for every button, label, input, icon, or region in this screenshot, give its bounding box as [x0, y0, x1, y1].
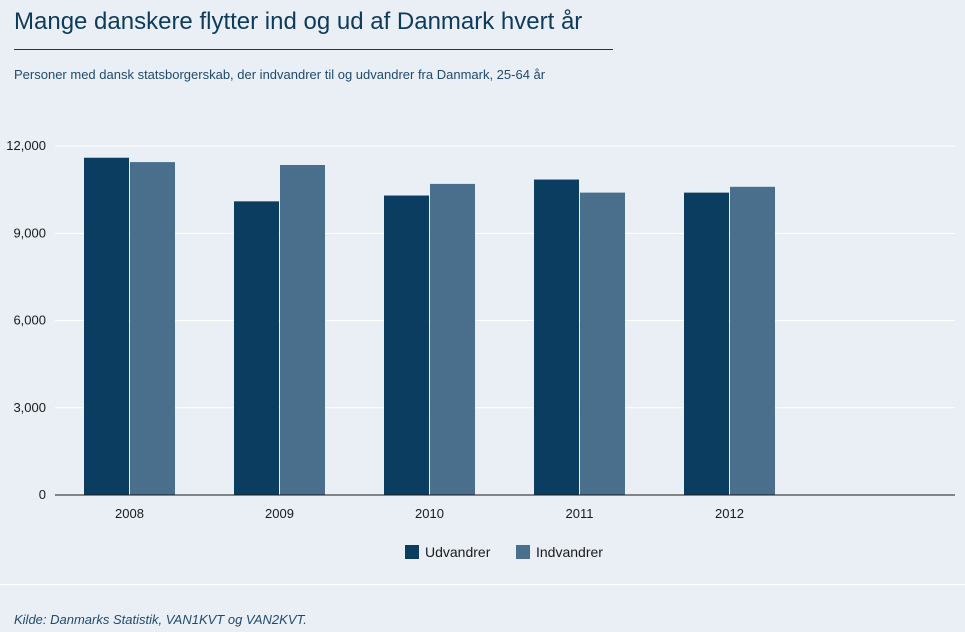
- bar-udvandrer-2010: [384, 195, 429, 495]
- bar-indvandrer-2012: [730, 186, 775, 495]
- x-tick-label: 2010: [415, 506, 444, 521]
- bar-indvandrer-2008: [130, 162, 175, 495]
- y-tick-label: 3,000: [13, 400, 46, 415]
- bar-udvandrer-2009: [234, 201, 279, 495]
- title-underline: [14, 49, 613, 50]
- bar-indvandrer-2011: [580, 192, 625, 496]
- y-tick-label: 12,000: [6, 138, 46, 153]
- x-tick-label: 2008: [115, 506, 144, 521]
- legend-label-udvandrer: Udvandrer: [425, 544, 491, 560]
- bar-udvandrer-2012: [684, 192, 729, 496]
- bar-udvandrer-2011: [534, 179, 579, 495]
- y-tick-label: 0: [39, 487, 46, 502]
- bar-indvandrer-2009: [280, 165, 325, 495]
- chart-title: Mange danskere flytter ind og ud af Danm…: [14, 8, 583, 35]
- x-tick-label: 2011: [566, 506, 594, 521]
- bar-indvandrer-2010: [430, 183, 475, 496]
- x-tick-label: 2009: [265, 506, 294, 521]
- bar-udvandrer-2008: [84, 157, 129, 495]
- legend-swatch-udvandrer: [405, 545, 419, 559]
- legend-swatch-indvandrer: [516, 545, 530, 559]
- bar-chart: 0 3,000 6,000 9,000 12,000 2008 2009 2010 2011 20…: [6, 138, 955, 560]
- source-note: Kilde: Danmarks Statistik, VAN1KVT og VA…: [14, 612, 307, 627]
- x-tick-label: 2012: [715, 506, 744, 521]
- y-tick-label: 9,000: [13, 225, 46, 240]
- chart-subtitle: Personer med dansk statsborgerskab, der …: [14, 67, 546, 82]
- y-tick-label: 6,000: [13, 313, 46, 328]
- legend-label-indvandrer: Indvandrer: [536, 544, 603, 560]
- footer-divider: [0, 584, 965, 585]
